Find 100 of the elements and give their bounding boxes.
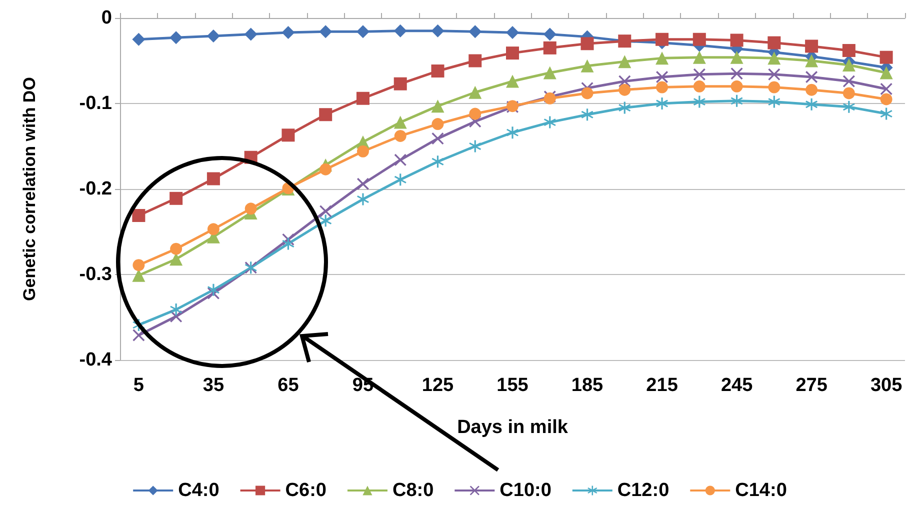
point — [506, 26, 519, 40]
point — [618, 102, 631, 114]
point — [206, 29, 220, 42]
point — [693, 68, 706, 80]
point — [693, 80, 706, 92]
x-tick-label: 35 — [202, 375, 224, 396]
point — [170, 192, 183, 205]
point — [468, 25, 482, 38]
x-tick-label: 125 — [422, 375, 454, 396]
y-tick-label: -0.3 — [79, 264, 112, 285]
point — [880, 66, 893, 80]
point — [656, 81, 668, 94]
point — [394, 116, 407, 129]
x-tick-label: 305 — [870, 375, 903, 396]
point — [132, 329, 145, 342]
point — [656, 70, 668, 83]
point — [506, 74, 519, 88]
point — [730, 94, 743, 107]
point — [730, 34, 744, 47]
point — [730, 80, 743, 92]
x-tick-label: 185 — [571, 375, 604, 396]
point — [581, 87, 594, 100]
point — [580, 37, 594, 50]
point — [468, 54, 482, 68]
point — [207, 223, 220, 236]
point — [842, 87, 855, 100]
point — [206, 172, 220, 186]
point — [768, 81, 780, 94]
point — [244, 202, 257, 215]
legend-label: C6:0 — [285, 480, 326, 501]
y-tick-label: -0.2 — [79, 178, 112, 200]
point — [880, 93, 892, 106]
point — [356, 178, 369, 190]
point — [805, 40, 818, 53]
x-tick-label: 155 — [496, 375, 529, 396]
point — [170, 304, 182, 316]
x-tick-label: 245 — [720, 375, 754, 396]
point — [432, 156, 444, 168]
point — [768, 68, 780, 80]
x-axis-title: Days in milk — [457, 417, 568, 438]
point — [581, 108, 594, 121]
point — [394, 130, 406, 142]
point — [544, 116, 556, 128]
point — [692, 32, 706, 46]
x-tick-label: 215 — [646, 375, 678, 396]
point — [319, 108, 332, 122]
y-axis-title: Genetic correlation with DO — [20, 77, 39, 301]
point — [170, 242, 182, 255]
point — [506, 46, 519, 60]
point — [468, 86, 482, 99]
point — [768, 52, 781, 65]
point — [469, 140, 482, 152]
point — [842, 58, 856, 72]
point — [356, 25, 370, 38]
point — [842, 75, 855, 88]
point — [170, 252, 183, 266]
point — [543, 28, 556, 41]
point — [132, 259, 145, 272]
legend-label: C10:0 — [500, 480, 552, 501]
point — [692, 50, 706, 64]
point — [618, 84, 631, 96]
point — [170, 31, 183, 44]
point — [730, 50, 744, 64]
x-tick-label: 5 — [133, 375, 144, 396]
point — [394, 174, 406, 186]
point — [356, 145, 369, 158]
point — [806, 70, 818, 83]
point — [356, 92, 370, 105]
legend-label: C14:0 — [735, 480, 787, 501]
point — [656, 52, 669, 65]
point — [880, 108, 892, 120]
point — [132, 32, 146, 46]
point — [432, 132, 444, 145]
point — [842, 100, 855, 113]
point — [842, 44, 856, 57]
point — [132, 209, 146, 222]
point — [543, 66, 556, 80]
point — [880, 82, 892, 95]
point — [394, 154, 406, 166]
point — [207, 284, 220, 296]
point — [806, 84, 818, 96]
legend-label: C12:0 — [617, 480, 670, 501]
point — [319, 25, 332, 38]
point — [282, 26, 295, 40]
x-tick-label: 65 — [278, 375, 300, 396]
point — [618, 55, 632, 68]
point — [320, 205, 332, 218]
point — [282, 128, 295, 142]
legend-label: C8:0 — [392, 480, 434, 501]
point — [806, 98, 818, 110]
legend-label: C4:0 — [178, 480, 220, 501]
point — [768, 36, 781, 50]
point — [880, 50, 893, 64]
point — [431, 64, 444, 78]
point — [432, 118, 444, 130]
point — [356, 193, 369, 206]
point — [656, 32, 669, 46]
point — [394, 77, 407, 90]
point — [244, 28, 258, 41]
point — [543, 41, 556, 54]
